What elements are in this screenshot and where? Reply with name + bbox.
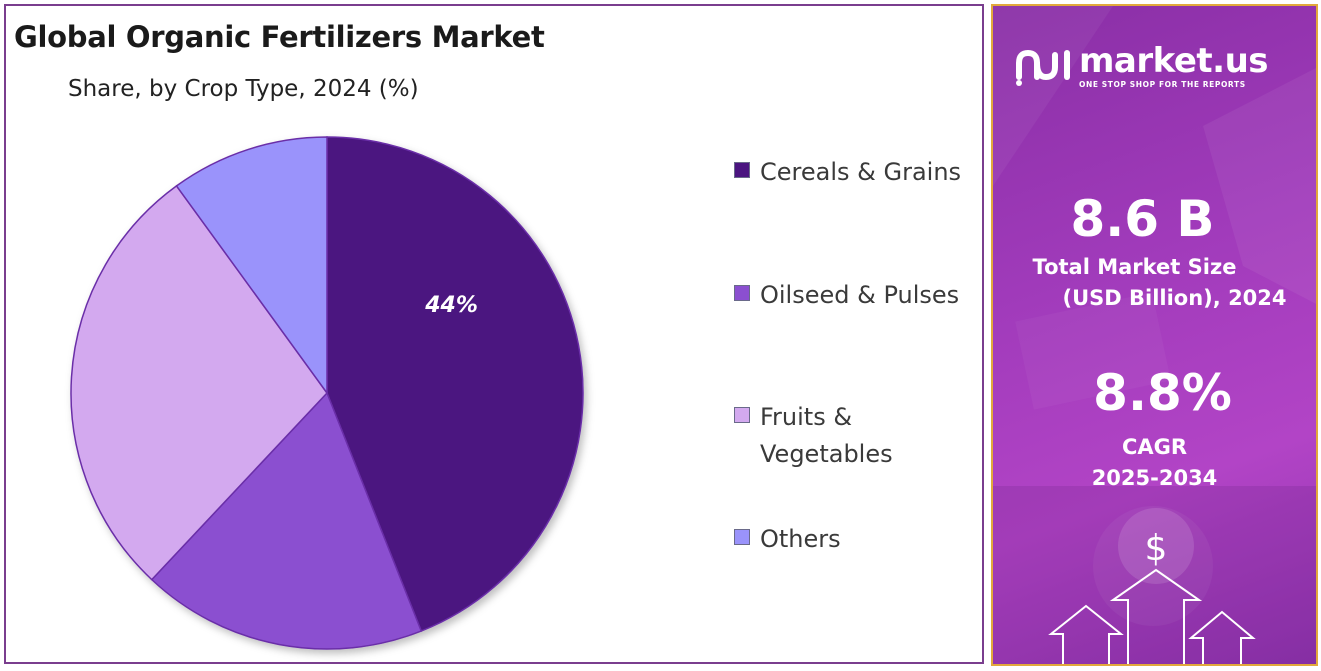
brand-tagline: ONE STOP SHOP FOR THE REPORTS [1079, 80, 1246, 89]
up-arrow-icon [1188, 610, 1256, 664]
logo-mark-icon [1016, 49, 1070, 86]
legend-label: Fruits & Vegetables [760, 403, 893, 468]
pie-slice [175, 136, 328, 396]
pie-data-label: 44% [424, 293, 478, 318]
pie-slice [70, 184, 328, 581]
chart-title: Global Organic Fertilizers Market [14, 20, 545, 54]
legend-item-others: Others [734, 521, 980, 558]
cagr-value: 8.8% [1093, 364, 1232, 422]
market-size-label-line1: Total Market Size [1032, 255, 1237, 279]
cagr-label-line2: 2025-2034 [1091, 466, 1218, 490]
up-arrow-icon [1109, 568, 1203, 664]
cagr-label-line1: CAGR [1121, 435, 1188, 459]
legend-label: Others [760, 525, 841, 553]
pie-slice [326, 136, 584, 632]
legend-item-fruits: Fruits & Vegetables [734, 399, 910, 473]
market-size-label: Total Market Size (USD Billion), 2024 [993, 252, 1316, 314]
brand-name: market.us [1079, 41, 1269, 81]
chart-subtitle: Share, by Crop Type, 2024 (%) [68, 76, 419, 102]
brand-logo: market.us ONE STOP SHOP FOR THE REPORTS [1015, 41, 1269, 89]
legend-swatch [734, 162, 750, 178]
cagr-label: CAGR 2025-2034 [993, 432, 1316, 494]
market-size-label-line2: (USD Billion), 2024 [1062, 286, 1287, 310]
legend-label: Cereals & Grains [760, 158, 962, 186]
up-arrow-icon [1048, 604, 1124, 664]
legend-swatch [734, 285, 750, 301]
chart-panel: Global Organic Fertilizers Market Share,… [4, 4, 984, 664]
market-size-value: 8.6 B [1070, 190, 1215, 248]
legend-swatch [734, 529, 750, 545]
background-decoration [993, 6, 1316, 664]
legend-item-oilseed: Oilseed & Pulses [734, 277, 980, 314]
growth-graphic: $ [1048, 508, 1256, 664]
dollar-icon: $ [1145, 528, 1168, 569]
pie-chart: 44% [70, 136, 584, 650]
legend-swatch [734, 407, 750, 423]
dollar-icon-circle [1118, 508, 1194, 584]
info-panel: market.us ONE STOP SHOP FOR THE REPORTS … [991, 4, 1318, 666]
legend-item-cereals: Cereals & Grains [734, 154, 980, 191]
pie-slice [150, 391, 423, 650]
legend-label: Oilseed & Pulses [760, 281, 960, 309]
